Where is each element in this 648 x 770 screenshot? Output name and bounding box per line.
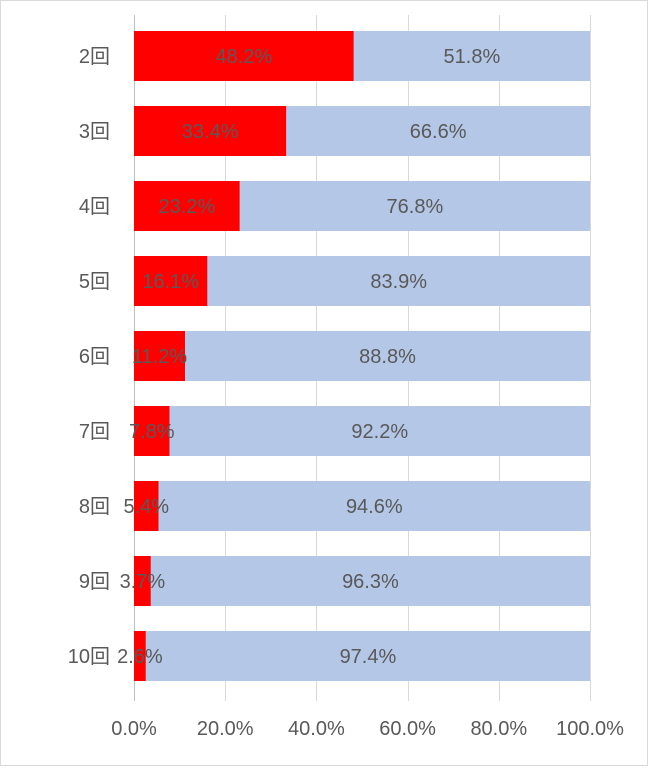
bar-series-0-row-7 bbox=[134, 556, 151, 606]
bar-series-1-row-1 bbox=[286, 106, 590, 156]
category-labels: 2回 3回 4回 5回 6回 7回 8回 9回 10回 bbox=[68, 46, 110, 668]
category-label-8: 10回 bbox=[68, 646, 110, 668]
data-label-series-1-row-8: 97.4% bbox=[340, 646, 397, 668]
bar-series-0-row-1 bbox=[134, 106, 287, 156]
bar-series-1-row-3 bbox=[207, 256, 590, 306]
data-label-series-0-row-5: 7.8% bbox=[129, 421, 175, 443]
data-label-series-0-row-6: 5.4% bbox=[124, 496, 170, 518]
bars bbox=[134, 31, 591, 681]
data-label-series-1-row-6: 94.6% bbox=[346, 496, 403, 518]
bar-series-0-row-6 bbox=[134, 481, 159, 531]
bar-series-0-row-5 bbox=[134, 406, 170, 456]
category-label-4: 6回 bbox=[79, 346, 110, 368]
category-label-3: 5回 bbox=[79, 271, 110, 293]
data-label-series-0-row-4: 11.2% bbox=[132, 346, 187, 368]
data-label-series-1-row-4: 88.8% bbox=[359, 346, 416, 368]
bar-series-0-row-3 bbox=[134, 256, 208, 306]
bar-series-1-row-6 bbox=[158, 481, 590, 531]
x-tick-label-1: 20.0% bbox=[197, 718, 254, 740]
data-label-series-1-row-0: 51.8% bbox=[444, 46, 501, 68]
x-tick-label-4: 80.0% bbox=[470, 718, 527, 740]
bar-series-1-row-7 bbox=[150, 556, 590, 606]
x-tick-labels: 0.0% 20.0% 40.0% 60.0% 80.0% 100.0% bbox=[111, 718, 624, 740]
category-label-5: 7回 bbox=[79, 421, 110, 443]
x-tick-label-2: 40.0% bbox=[288, 718, 345, 740]
bar-series-0-row-0 bbox=[134, 31, 354, 81]
data-label-series-1-row-5: 92.2% bbox=[351, 421, 408, 443]
bar-series-0-row-4 bbox=[134, 331, 186, 381]
x-tick-label-3: 60.0% bbox=[379, 718, 436, 740]
data-label-series-0-row-2: 23.2% bbox=[159, 196, 216, 218]
data-label-series-1-row-2: 76.8% bbox=[387, 196, 444, 218]
category-label-7: 9回 bbox=[79, 571, 110, 593]
bar-series-1-row-2 bbox=[239, 181, 591, 231]
data-label-series-0-row-7: 3.7% bbox=[120, 571, 166, 593]
data-label-series-0-row-1: 33.4% bbox=[182, 121, 239, 143]
category-label-2: 4回 bbox=[79, 196, 110, 218]
data-label-series-1-row-3: 83.9% bbox=[370, 271, 427, 293]
data-label-series-0-row-8: 2.6% bbox=[117, 646, 163, 668]
bar-series-1-row-0 bbox=[353, 31, 590, 81]
category-label-0: 2回 bbox=[79, 46, 110, 68]
bar-series-1-row-5 bbox=[169, 406, 590, 456]
category-label-6: 8回 bbox=[79, 496, 110, 518]
bar-series-0-row-2 bbox=[134, 181, 240, 231]
data-labels: 48.2% 51.8% 33.4% 66.6% 23.2% 76.8% 16.1% 83.9%… bbox=[117, 46, 500, 668]
data-label-series-0-row-3: 16.1% bbox=[142, 271, 199, 293]
category-label-1: 3回 bbox=[79, 121, 110, 143]
x-tick-label-0: 0.0% bbox=[111, 718, 157, 740]
data-label-series-0-row-0: 48.2% bbox=[216, 46, 273, 68]
data-label-series-1-row-7: 96.3% bbox=[342, 571, 399, 593]
data-label-series-1-row-1: 66.6% bbox=[410, 121, 467, 143]
bar-series-1-row-8 bbox=[145, 631, 590, 681]
bar-series-1-row-4 bbox=[185, 331, 590, 381]
x-tick-label-5: 100.0% bbox=[556, 718, 624, 740]
bar-series-0-row-8 bbox=[134, 631, 146, 681]
